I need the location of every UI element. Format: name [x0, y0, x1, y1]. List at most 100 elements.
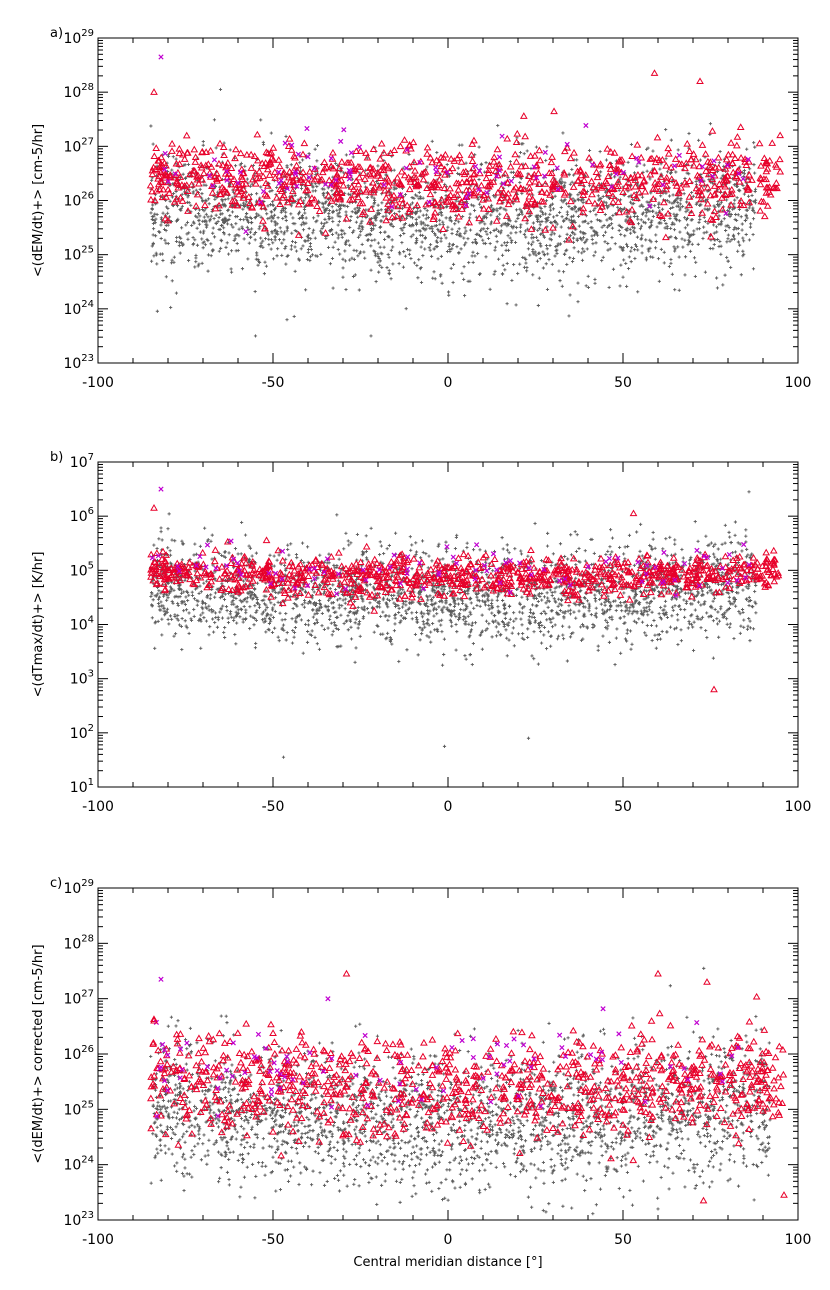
data-point-plus: [229, 270, 234, 274]
data-point-plus: [753, 145, 757, 149]
data-point-plus: [727, 595, 731, 599]
data-point-plus: [717, 635, 721, 639]
data-point-plus: [423, 223, 427, 227]
data-point-cross: [356, 144, 363, 150]
data-point-plus: [348, 243, 352, 247]
data-point-plus: [419, 280, 424, 285]
data-point-plus: [270, 219, 274, 223]
data-point-plus: [198, 187, 202, 191]
data-point-plus: [752, 163, 756, 167]
data-point-plus: [224, 245, 228, 249]
data-point-plus: [323, 217, 327, 221]
data-point-plus: [170, 258, 174, 262]
data-point-plus: [526, 247, 531, 251]
y-tick-label: 1024: [63, 299, 94, 318]
data-point-plus: [669, 261, 673, 265]
y-tick-label: 1023: [63, 353, 94, 372]
data-point-plus: [336, 236, 340, 240]
data-point-plus: [334, 161, 338, 166]
data-point-plus: [683, 216, 687, 220]
data-point-plus: [229, 249, 234, 253]
data-point-plus: [664, 127, 668, 132]
data-point-triangle: [201, 201, 209, 208]
data-point-plus: [526, 635, 530, 640]
data-point-plus: [596, 648, 600, 652]
data-point-plus: [212, 217, 216, 221]
data-point-plus: [222, 597, 227, 602]
data-point-plus: [625, 244, 630, 249]
data-point-plus: [393, 616, 397, 620]
data-point-plus: [382, 551, 386, 556]
data-point-plus: [353, 660, 357, 664]
data-point-plus: [650, 209, 655, 213]
data-point-triangle: [292, 161, 301, 169]
data-point-plus: [194, 260, 198, 264]
data-point-plus: [610, 226, 615, 230]
data-point-triangle: [742, 161, 751, 168]
data-point-plus: [166, 223, 170, 227]
data-point-triangle: [732, 141, 741, 149]
data-point-plus: [331, 286, 335, 290]
data-point-plus: [381, 215, 385, 219]
data-point-plus: [231, 225, 235, 229]
data-point-plus: [492, 614, 496, 618]
data-point-plus: [327, 216, 332, 221]
data-point-plus: [235, 241, 239, 246]
data-point-plus: [561, 131, 565, 135]
data-point-plus: [645, 169, 649, 173]
data-point-plus: [495, 209, 499, 213]
data-point-plus: [331, 210, 335, 214]
data-point-plus: [421, 254, 425, 258]
data-point-plus: [382, 237, 387, 242]
data-point-plus: [397, 209, 401, 214]
data-point-plus: [206, 269, 210, 273]
data-point-plus: [489, 222, 493, 226]
data-point-triangle: [650, 69, 659, 76]
data-point-plus: [217, 215, 221, 220]
data-point-plus: [438, 222, 442, 226]
data-point-plus: [595, 218, 599, 222]
data-point-triangle: [269, 144, 278, 151]
data-point-plus: [423, 247, 427, 251]
data-point-plus: [549, 644, 553, 648]
data-point-plus: [584, 284, 588, 288]
data-point-plus: [192, 614, 196, 618]
data-point-plus: [253, 604, 257, 608]
data-point-triangle: [354, 180, 363, 188]
data-point-plus: [429, 640, 433, 644]
data-point-plus: [683, 608, 687, 612]
data-point-plus: [657, 612, 661, 616]
data-point-cross: [282, 140, 288, 146]
data-point-triangle: [325, 176, 334, 184]
data-point-plus: [223, 626, 227, 630]
data-point-triangle: [521, 132, 530, 140]
data-point-plus: [409, 235, 413, 239]
data-point-plus: [637, 617, 641, 621]
data-point-plus: [543, 204, 547, 209]
data-point-plus: [230, 210, 235, 214]
data-point-plus: [592, 254, 596, 258]
data-point-plus: [425, 165, 429, 169]
data-point-plus: [669, 138, 673, 142]
data-point-plus: [214, 146, 218, 150]
data-point-plus: [518, 225, 523, 229]
data-point-plus: [559, 205, 563, 210]
data-point-plus: [308, 244, 312, 249]
data-point-plus: [177, 240, 181, 244]
data-point-plus: [427, 246, 431, 250]
data-point-plus: [747, 238, 752, 242]
data-point-plus: [593, 250, 597, 254]
data-point-plus: [259, 236, 263, 240]
data-point-plus: [154, 217, 158, 221]
data-point-plus: [428, 226, 432, 230]
data-point-plus: [537, 276, 541, 280]
data-point-plus: [227, 252, 231, 256]
data-point-plus: [708, 246, 712, 251]
data-point-plus: [588, 209, 592, 214]
data-point-plus: [417, 258, 421, 262]
data-point-plus: [682, 192, 686, 196]
data-point-plus: [553, 254, 557, 258]
data-point-plus: [621, 248, 625, 252]
data-point-plus: [264, 264, 269, 268]
data-point-plus: [654, 646, 658, 650]
